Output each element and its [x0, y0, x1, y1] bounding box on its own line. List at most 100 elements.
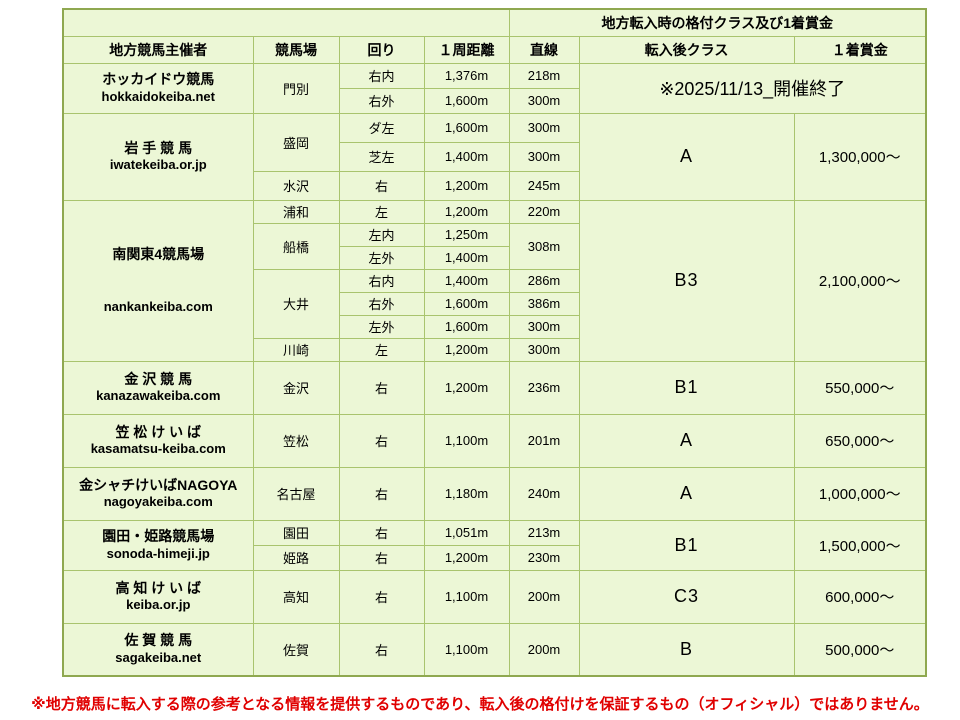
organizer-name: 高 知 け い ば: [115, 579, 202, 596]
table-row: 金 沢 競 馬 kanazawakeiba.com 金沢 右 1,200m 23…: [62, 360, 927, 415]
direction-cell: 右: [338, 544, 425, 571]
lap-distance-cell: 1,600m: [423, 87, 510, 114]
straight-cell: 300m: [508, 314, 580, 339]
lap-distance-cell: 1,051m: [423, 519, 510, 546]
racecourse-cell: 門別: [252, 62, 340, 114]
straight-cell: 213m: [508, 519, 580, 546]
lap-distance-cell: 1,100m: [423, 413, 510, 468]
lap-distance-cell: 1,250m: [423, 222, 510, 247]
direction-cell: 右: [338, 170, 425, 201]
disclaimer-note: ※地方競馬に転入する際の参考となる情報を提供するものであり、転入後の格付けを保証…: [31, 696, 929, 713]
table-row: 船橋 左内 1,250m 308m: [63, 222, 926, 270]
racecourse-cell: 園田: [252, 519, 340, 546]
straight-cell: 218m: [508, 62, 580, 89]
prize-cell: 500,000〜: [793, 622, 927, 677]
direction-cell: 右: [338, 569, 425, 624]
prize-cell: 2,100,000〜: [793, 199, 927, 362]
organizer-name: 園田・姫路競馬場: [102, 528, 215, 545]
straight-cell: 200m: [508, 622, 580, 677]
direction-cell: 右内: [338, 268, 425, 293]
direction-cell: 右内: [338, 62, 425, 89]
organizer-name: 金シャチけいばNAGOYA: [79, 476, 238, 493]
organizer-url: sagakeiba.net: [115, 649, 202, 665]
column-header-straight: 直線: [508, 35, 580, 64]
direction-cell: 右: [338, 622, 425, 677]
local-keiba-table: 地方転入時の格付クラス及び1着賞金 地方競馬主催者 競馬場 回り １周距離 直線…: [62, 8, 927, 677]
organizer-name: 笠 松 け い ば: [115, 423, 202, 440]
column-header-organizer: 地方競馬主催者: [62, 35, 254, 64]
direction-cell: 左内: [338, 222, 425, 247]
lap-distance-cell: 1,100m: [423, 622, 510, 677]
straight-cell: 245m: [508, 170, 580, 201]
lap-distance-cell: 1,600m: [423, 314, 510, 339]
racecourse-cell: 浦和: [252, 199, 340, 224]
racecourse-cell: 金沢: [252, 360, 340, 415]
table-row: 南関東4競馬場 nankankeiba.com 浦和 左 1,200m 220m…: [62, 199, 927, 362]
organizer-url: iwatekeiba.or.jp: [109, 157, 207, 173]
closure-notice-cell: ※2025/11/13_開催終了: [578, 62, 927, 114]
straight-cell: 240m: [508, 466, 580, 521]
straight-cell: 300m: [508, 337, 580, 362]
organizer-url: nankankeiba.com: [103, 299, 213, 315]
lap-distance-cell: 1,200m: [423, 544, 510, 571]
prize-cell: 1,500,000〜: [793, 519, 927, 571]
direction-cell: 右: [338, 360, 425, 415]
grade-class-cell: B: [578, 622, 795, 677]
direction-cell: 左外: [338, 314, 425, 339]
straight-cell: 308m: [508, 222, 580, 270]
organizer-cell: 南関東4競馬場 nankankeiba.com: [62, 199, 254, 362]
organizer-url: kasamatsu-keiba.com: [90, 441, 226, 457]
table-row: 左外 1,400m: [63, 245, 926, 270]
straight-cell: 300m: [508, 87, 580, 114]
organizer-url: nagoyakeiba.com: [103, 494, 213, 510]
lap-distance-cell: 1,200m: [423, 337, 510, 362]
prize-cell: 600,000〜: [793, 569, 927, 624]
organizer-cell: 金シャチけいばNAGOYA nagoyakeiba.com: [62, 466, 254, 521]
racecourse-cell: 川崎: [252, 337, 340, 362]
lap-distance-cell: 1,600m: [423, 291, 510, 316]
organizer-name: 岩 手 競 馬: [124, 139, 193, 156]
organizer-cell: 佐 賀 競 馬 sagakeiba.net: [62, 622, 254, 677]
organizer-url: keiba.or.jp: [126, 597, 191, 613]
direction-cell: 右: [338, 466, 425, 521]
racecourse-cell: 笠松: [252, 413, 340, 468]
grade-class-cell: A: [578, 466, 795, 521]
grade-class-cell: B1: [578, 360, 795, 415]
table-row: 佐 賀 競 馬 sagakeiba.net 佐賀 右 1,100m 200m B…: [62, 622, 927, 677]
prize-cell: 650,000〜: [793, 413, 927, 468]
lap-distance-cell: 1,400m: [423, 141, 510, 172]
direction-cell: 芝左: [338, 141, 425, 172]
lap-distance-cell: 1,180m: [423, 466, 510, 521]
table-row: 右外 1,600m 300m: [63, 87, 926, 114]
column-header-lap-distance: １周距離: [423, 35, 510, 64]
column-header-grade-class: 転入後クラス: [578, 35, 795, 64]
straight-cell: 300m: [508, 112, 580, 143]
straight-cell: 286m: [508, 268, 580, 293]
organizer-cell: 金 沢 競 馬 kanazawakeiba.com: [62, 360, 254, 415]
direction-cell: ダ左: [338, 112, 425, 143]
racecourse-cell: 佐賀: [252, 622, 340, 677]
racecourse-cell: 船橋: [252, 222, 340, 270]
racecourse-cell: 高知: [252, 569, 340, 624]
column-header-racecourse: 競馬場: [252, 35, 340, 64]
column-header-direction: 回り: [338, 35, 425, 64]
organizer-cell: 園田・姫路競馬場 sonoda-himeji.jp: [62, 519, 254, 571]
lap-distance-cell: 1,200m: [423, 360, 510, 415]
grade-class-cell: A: [578, 112, 795, 201]
table-row: 水沢 右 1,200m 245m: [63, 170, 926, 201]
racecourse-cell: 姫路: [252, 544, 340, 571]
organizer-name: 佐 賀 競 馬: [124, 632, 193, 649]
organizer-cell: 岩 手 競 馬 iwatekeiba.or.jp: [62, 112, 254, 201]
direction-cell: 左: [338, 199, 425, 224]
column-header-prize: １着賞金: [793, 35, 927, 64]
direction-cell: 右: [338, 519, 425, 546]
lap-distance-cell: 1,376m: [423, 62, 510, 89]
organizer-url: kanazawakeiba.com: [96, 388, 221, 404]
lap-distance-cell: 1,200m: [423, 199, 510, 224]
lap-distance-cell: 1,100m: [423, 569, 510, 624]
organizer-name: ホッカイドウ競馬: [102, 71, 215, 88]
direction-cell: 右: [338, 413, 425, 468]
top-left-spacer-cell: [62, 8, 510, 37]
organizer-url: sonoda-himeji.jp: [106, 545, 210, 561]
prize-cell: 1,000,000〜: [793, 466, 927, 521]
